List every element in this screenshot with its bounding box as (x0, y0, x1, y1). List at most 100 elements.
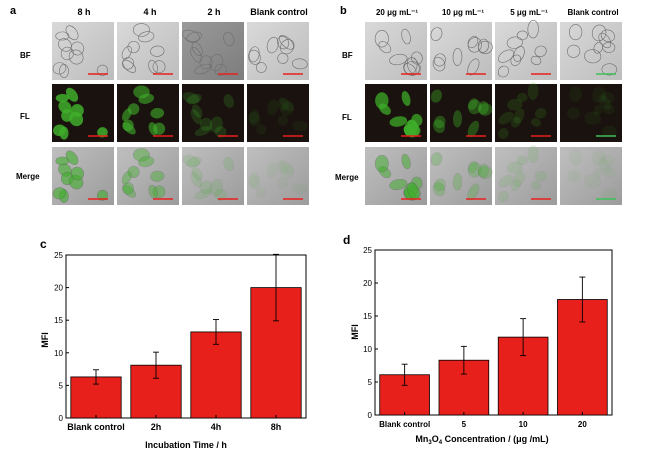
cell-outline (432, 57, 446, 72)
b-tile-fl-2-bg (495, 84, 557, 142)
cell-outline (186, 31, 202, 43)
cell-outline (148, 59, 158, 74)
cell-outline (52, 62, 67, 75)
cell-merge (389, 178, 408, 191)
cell-merge (70, 166, 85, 181)
cell-fluorescence (148, 122, 158, 136)
cell-outline (277, 52, 289, 64)
cell-merge (600, 154, 615, 167)
cell-fluorescence (531, 118, 542, 127)
b-tile-bf-1 (430, 22, 493, 80)
cell-outline (527, 20, 539, 39)
cell-fluorescence (598, 95, 611, 110)
cell-merge (150, 170, 165, 182)
cell-fluorescence (277, 115, 289, 126)
cell-fluorescence (182, 92, 200, 104)
cell-merge (152, 185, 166, 199)
b-tile-merge-2 (495, 145, 557, 205)
cell-fluorescence (280, 101, 295, 117)
chart-d-plot: 0 5 10 15 20 25 Blank control 5 10 20 (363, 246, 613, 429)
cell-fluorescence (389, 116, 408, 127)
cell-fluorescence (292, 120, 308, 131)
cell-outline (477, 38, 489, 53)
cell-outline (568, 24, 583, 41)
cell-fluorescence (513, 108, 525, 124)
cell-fluorescence (71, 103, 84, 118)
panel-b-col-label-0: 20 μg mL⁻¹ (376, 8, 418, 17)
cell-fluorescence (277, 98, 289, 111)
a-tile-bf-1 (117, 22, 179, 80)
cell-fluorescence (248, 112, 261, 127)
cell-fluorescence (498, 128, 509, 139)
b-tile-fl-3 (560, 84, 622, 142)
d-xtick-label: 20 (578, 420, 587, 429)
cell-merge (277, 161, 290, 175)
cell-merge (132, 148, 150, 162)
chart-d-letter: d (343, 233, 350, 247)
cell-merge (513, 171, 525, 187)
cell-merge (567, 169, 581, 183)
cell-merge (432, 182, 446, 197)
a-tile-merge-3 (247, 147, 309, 205)
c-ytick-label: 25 (54, 251, 63, 260)
a-tile-merge-2 (182, 147, 244, 205)
cell-merge (194, 188, 212, 200)
cell-outline (601, 63, 618, 76)
a-tile-fl-0 (52, 84, 114, 142)
cell-outline (506, 36, 523, 49)
cell-merge (55, 156, 70, 166)
cell-fluorescence (592, 86, 606, 103)
a-tile-bf-3 (247, 22, 309, 80)
b-tile-bf-0 (365, 22, 427, 80)
cell-fluorescence (223, 94, 234, 108)
cell-merge (191, 167, 203, 181)
cell-fluorescence (510, 116, 521, 128)
cell-outline (96, 64, 109, 76)
cell-outline (277, 35, 290, 50)
cell-outline (55, 31, 70, 41)
chart-c-letter: c (40, 237, 47, 251)
chart-c-ylabel: MFI (40, 332, 50, 348)
b-tile-bf-2 (495, 20, 557, 80)
cell-merge (121, 171, 132, 185)
cell-merge (516, 155, 528, 166)
cell-outline (378, 41, 392, 54)
panel-a: a 8 h 4 h 2 h Blank control BF FL Merge (10, 5, 309, 205)
cell-merge (478, 165, 493, 180)
a-tile-merge-2-bg (182, 147, 244, 205)
cell-fluorescence (407, 119, 420, 137)
cell-outline (214, 63, 227, 76)
cell-merge (138, 156, 155, 168)
cell-outline (152, 60, 166, 74)
b-tile-merge-3-bg (560, 147, 622, 205)
cell-fluorescence (209, 116, 223, 133)
cell-merge (506, 161, 523, 174)
cell-outline (278, 35, 294, 50)
cell-outline (566, 44, 581, 58)
cell-outline (58, 38, 72, 52)
cell-fluorescence (122, 108, 132, 122)
cell-outline (292, 58, 308, 70)
b-tile-merge-2-bg (495, 147, 557, 205)
cell-fluorescence (401, 91, 411, 106)
cell-fluorescence (249, 108, 260, 124)
cell-fluorescence (430, 89, 443, 103)
cell-merge (122, 182, 134, 195)
b-tile-merge-1 (430, 147, 493, 205)
cell-outline (513, 46, 525, 62)
c-xtick-label: 2h (151, 422, 162, 432)
c-ytick-label: 5 (59, 381, 64, 390)
cell-merge (467, 162, 482, 178)
d-axes-frame (374, 249, 613, 416)
chart-d-xlabel-post: Concentration / (μg /mL) (442, 434, 549, 444)
a-tile-fl-2-bg (182, 84, 244, 142)
cell-outline (59, 64, 69, 78)
cell-fluorescence (601, 91, 615, 104)
cell-fluorescence (53, 124, 66, 137)
cell-merge (601, 188, 618, 201)
cell-outline (374, 29, 389, 48)
cell-fluorescence (55, 93, 69, 103)
d-xtick-label: Blank control (379, 420, 430, 429)
cell-outline (591, 24, 607, 42)
cell-merge (598, 157, 612, 174)
